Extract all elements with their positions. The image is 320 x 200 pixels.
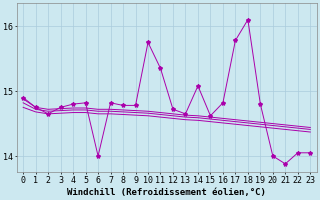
X-axis label: Windchill (Refroidissement éolien,°C): Windchill (Refroidissement éolien,°C)	[67, 188, 266, 197]
